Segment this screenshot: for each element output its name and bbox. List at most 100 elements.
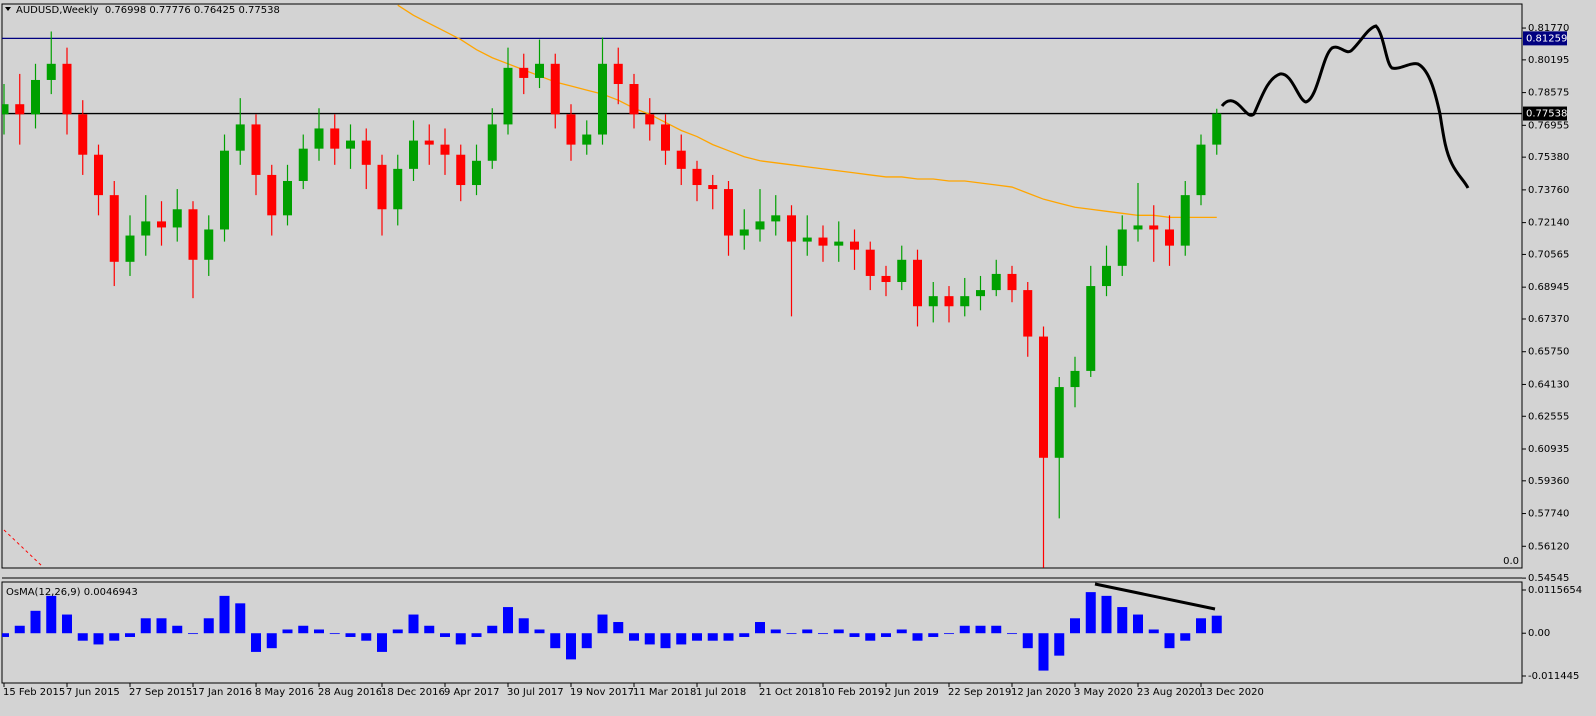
candle-body [1149,225,1159,230]
osma-bar [613,622,624,634]
osma-bar [282,629,293,634]
x-tick-label: 7 Jun 2015 [66,687,120,698]
candle-body [676,150,686,169]
candle-body [94,154,103,196]
osma-bar [692,633,702,641]
osma-bar [550,633,561,649]
price-label-box [1523,106,1567,121]
x-tick-label: 19 Nov 2017 [570,687,634,698]
candle-body [1117,229,1127,266]
osma-bar [818,633,828,635]
candle-body [2,104,9,115]
candle-body [188,209,198,260]
y-tick-label: 0.78575 [1528,88,1569,99]
osma-bar [518,618,529,634]
osma-bar [77,633,88,641]
price-label: 0.81259 [1526,33,1567,44]
osma-bar [566,633,576,660]
moving-average [397,4,1217,219]
y-tick-label: 0.70565 [1528,249,1569,260]
osma-bar [2,633,9,637]
candle-body [109,195,119,262]
osma-bar [408,614,419,634]
candle-body [1023,290,1033,337]
osma-bar [644,633,655,645]
x-tick-label: 23 Aug 2020 [1137,687,1201,698]
osma-bar [172,625,183,634]
candle-body [46,63,56,80]
candle-body [141,221,151,236]
osma-bar [944,633,954,635]
osma-bar [140,618,151,634]
candle-body [1102,265,1111,287]
x-tick-label: 8 May 2016 [255,687,314,698]
osma-bar [298,625,309,634]
candle-body [377,164,387,210]
candle-body [472,160,481,186]
y-tick-label: 0.67370 [1528,314,1569,325]
y-tick-label: 0.75380 [1528,152,1569,163]
osma-bar [503,607,513,634]
candle-body [283,180,292,216]
candle-body [739,229,749,236]
osma-bar [770,629,781,634]
candle-body [582,134,592,145]
osma-bar [203,618,214,634]
x-tick-label: 2 Jun 2019 [885,687,939,698]
main-plot [2,4,1522,568]
candle-body [566,114,576,145]
osma-y-tick-label: 0.00 [1528,628,1550,639]
candle-body [487,124,497,161]
candle-body [850,241,859,250]
osma-bar [755,622,765,634]
candle-body [787,215,796,242]
osma-bar [1180,633,1191,641]
candle-body [519,67,529,78]
candle-body [251,124,261,175]
osma-plot [2,592,1222,671]
axes: 0.81770 0.80195 0.78575 0.76955 0.75380 0.737… [3,23,1582,698]
candle-body [629,84,639,115]
osma-bar [266,633,277,649]
osma-bar [660,633,671,649]
osma-bar [597,614,608,634]
osma-bar [440,633,450,637]
osma-bar [487,625,498,634]
osma-panel-frame [1,581,1523,684]
candle-body [755,221,765,230]
candle-body [1133,225,1143,230]
price-label: 0.77538 [1526,109,1567,120]
candle-body [944,296,954,307]
candle-body [31,79,40,115]
x-tick-label: 1 Jul 2018 [696,687,746,698]
osma-bar [991,625,1002,634]
candle-body [913,259,922,307]
candle-body [535,63,544,78]
osma-bar [30,610,41,634]
osma-bar [345,633,356,637]
candle-body [661,124,670,151]
osma-bar [14,625,25,634]
candle-body [708,185,718,190]
osma-bar [912,633,923,641]
osma-bar [928,633,939,637]
osma-bar [471,633,482,637]
osma-bar [1054,633,1065,656]
y-tick-label: 0.60935 [1528,444,1569,455]
y-tick-label: 0.68945 [1528,282,1569,293]
x-tick-label: 11 Mar 2018 [633,687,696,698]
candle-body [834,241,844,246]
candle-body [456,154,466,186]
osma-bar [1070,618,1080,634]
candle-body [1070,370,1080,388]
collapse-arrow [5,7,11,11]
osma-bar [377,633,387,652]
candle-body [928,296,938,307]
osma-bar [156,618,167,634]
candle-body [613,63,623,85]
candle-body [78,114,88,155]
osma-bar [235,603,246,634]
